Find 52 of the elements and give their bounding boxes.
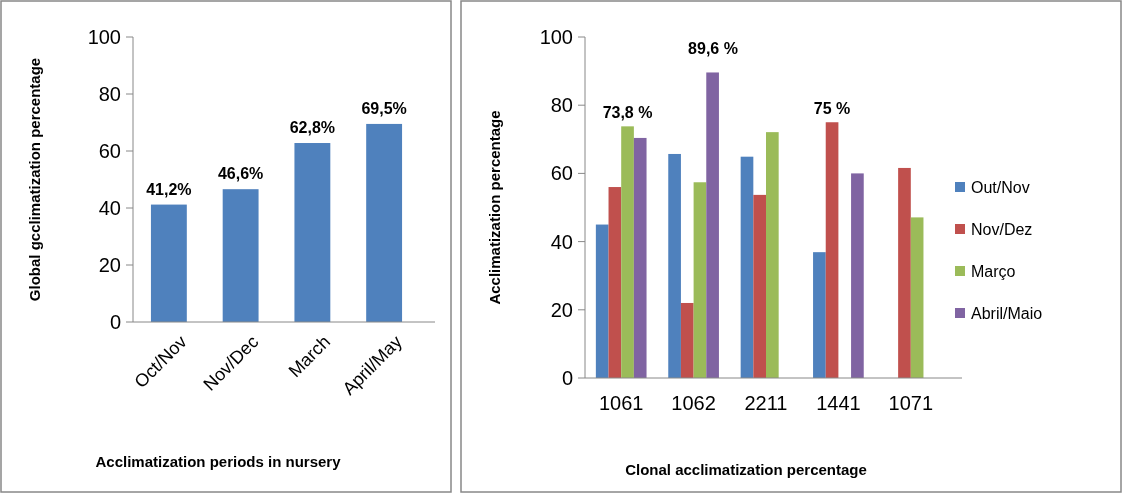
y-tick-label: 0 — [561, 367, 573, 389]
bar — [910, 217, 924, 378]
bar — [813, 252, 826, 378]
y-tick-label: 60 — [98, 140, 121, 162]
x-tick-label: 2211 — [744, 392, 788, 414]
bar — [668, 153, 681, 378]
bar — [595, 224, 609, 378]
bar — [693, 182, 707, 378]
x-tick-label: 1441 — [816, 392, 861, 414]
y-tick-label: 40 — [98, 197, 121, 219]
bar — [680, 302, 694, 378]
legend-label: Nov/Dez — [971, 220, 1033, 238]
bar — [740, 156, 754, 378]
data-label: 46,6% — [217, 165, 264, 183]
bar — [851, 173, 864, 378]
data-label: 62,8% — [289, 119, 336, 137]
y-tick-label: 80 — [550, 94, 573, 117]
bar — [608, 187, 622, 378]
bar — [222, 189, 259, 322]
x-tick-label: 1071 — [888, 392, 934, 414]
bar — [150, 204, 187, 322]
y-axis-title: Global gcclimatization percentage — [26, 57, 43, 302]
legend-label: Out/Nov — [971, 178, 1030, 196]
y-tick-label: 20 — [98, 254, 121, 276]
bar — [898, 167, 911, 378]
y-tick-label: 20 — [550, 298, 573, 321]
y-tick-label: 100 — [539, 26, 573, 48]
bar — [706, 72, 719, 378]
y-axis-title: Acclimatization percentage — [486, 110, 503, 305]
x-tick-label: 1062 — [671, 392, 716, 414]
annotation: 75 % — [813, 100, 851, 118]
y-tick-label: 0 — [109, 311, 121, 333]
bar — [766, 132, 779, 378]
data-label: 41,2% — [146, 180, 192, 198]
bar — [621, 126, 634, 378]
annotation: 89,6 % — [688, 40, 738, 57]
x-axis-title: Clonal acclimatization percentage — [625, 461, 867, 478]
y-tick-label: 40 — [550, 230, 573, 253]
bar — [633, 137, 647, 378]
x-axis-title: Acclimatization periods in nursery — [95, 453, 342, 470]
bar — [825, 122, 839, 378]
data-label: 69,5% — [361, 99, 407, 117]
bar — [294, 143, 331, 322]
y-tick-label: 100 — [87, 26, 121, 48]
legend-label: Abril/Maio — [971, 304, 1043, 322]
y-tick-label: 60 — [550, 162, 573, 185]
legend-label: Março — [971, 262, 1016, 280]
x-tick-label: 1061 — [598, 392, 644, 414]
bar — [753, 194, 766, 378]
annotation: 73,8 % — [602, 104, 653, 122]
y-tick-label: 80 — [98, 83, 121, 105]
bar — [366, 123, 403, 322]
